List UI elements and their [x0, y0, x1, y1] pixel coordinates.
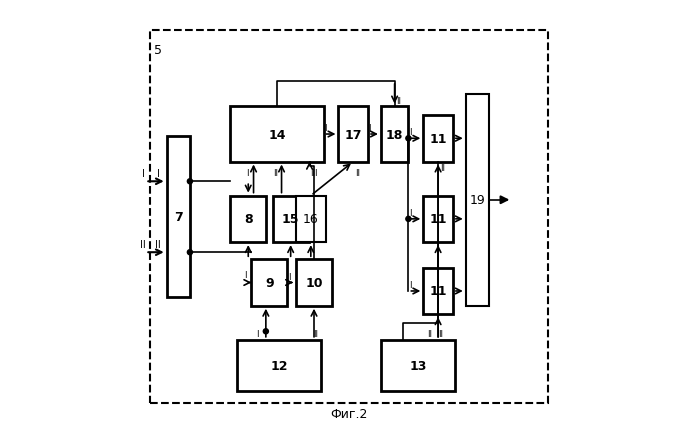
- Text: 10: 10: [305, 276, 322, 289]
- Circle shape: [406, 136, 411, 141]
- FancyBboxPatch shape: [339, 107, 368, 162]
- FancyBboxPatch shape: [251, 259, 288, 306]
- FancyBboxPatch shape: [237, 340, 321, 391]
- Text: II: II: [438, 329, 443, 338]
- Text: I: I: [156, 168, 160, 178]
- Text: Фиг.2: Фиг.2: [330, 407, 368, 420]
- Text: 14: 14: [268, 128, 285, 141]
- Text: III: III: [310, 168, 318, 177]
- Text: II: II: [155, 239, 161, 249]
- Circle shape: [187, 250, 193, 255]
- Text: 9: 9: [265, 276, 274, 289]
- Text: I: I: [409, 208, 412, 218]
- Text: I: I: [142, 168, 144, 178]
- Text: 18: 18: [386, 128, 403, 141]
- Text: II: II: [355, 168, 360, 177]
- Text: 11: 11: [429, 132, 447, 145]
- Text: 15: 15: [282, 213, 299, 226]
- Text: II: II: [140, 239, 146, 249]
- Text: I: I: [244, 270, 246, 279]
- Text: 11: 11: [429, 213, 447, 226]
- Text: 5: 5: [154, 44, 162, 57]
- FancyBboxPatch shape: [466, 95, 489, 306]
- FancyBboxPatch shape: [230, 196, 266, 243]
- FancyBboxPatch shape: [296, 196, 326, 243]
- Text: 13: 13: [409, 359, 426, 372]
- Text: I: I: [325, 124, 327, 133]
- Text: II: II: [396, 96, 401, 105]
- Text: II: II: [440, 164, 445, 173]
- FancyBboxPatch shape: [423, 115, 453, 162]
- Circle shape: [187, 179, 193, 184]
- FancyBboxPatch shape: [296, 259, 332, 306]
- Text: I: I: [409, 128, 412, 137]
- Text: I: I: [409, 280, 412, 289]
- Text: 16: 16: [303, 213, 319, 226]
- Text: I: I: [288, 272, 291, 281]
- FancyBboxPatch shape: [167, 137, 190, 298]
- Text: I: I: [368, 124, 371, 133]
- FancyBboxPatch shape: [381, 340, 455, 391]
- Circle shape: [263, 329, 269, 334]
- Text: II: II: [273, 168, 278, 177]
- FancyBboxPatch shape: [423, 196, 453, 243]
- FancyBboxPatch shape: [423, 268, 453, 314]
- Text: II: II: [313, 329, 318, 338]
- Text: 12: 12: [270, 359, 288, 372]
- Text: 8: 8: [244, 213, 253, 226]
- Text: 17: 17: [345, 128, 362, 141]
- Text: II: II: [427, 329, 432, 338]
- FancyBboxPatch shape: [230, 107, 324, 162]
- Circle shape: [406, 217, 411, 222]
- Text: 11: 11: [429, 285, 447, 298]
- FancyBboxPatch shape: [149, 31, 549, 403]
- FancyBboxPatch shape: [273, 196, 309, 243]
- Text: 19: 19: [470, 194, 485, 207]
- Text: I: I: [256, 329, 259, 338]
- FancyBboxPatch shape: [381, 107, 408, 162]
- Text: 7: 7: [174, 211, 183, 224]
- Text: I: I: [246, 168, 248, 177]
